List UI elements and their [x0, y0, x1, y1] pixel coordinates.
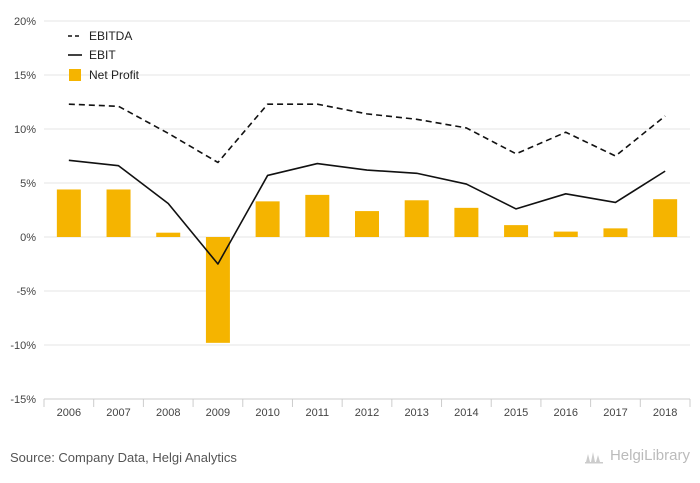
net-profit-bar — [106, 189, 131, 237]
net-profit-bar — [603, 228, 628, 237]
net-profit-bar — [404, 200, 429, 237]
y-tick-label: -10% — [10, 340, 36, 352]
x-tick-label: 2016 — [554, 407, 578, 419]
x-tick-label: 2009 — [206, 407, 230, 419]
library-icon — [584, 451, 603, 463]
y-tick-label: 5% — [20, 178, 36, 190]
gridlines — [44, 20, 690, 400]
x-tick-label: 2015 — [504, 407, 528, 419]
x-tick-label: 2018 — [653, 407, 677, 419]
brand-logo: HelgiLibrary — [584, 447, 690, 464]
net-profit-bars — [56, 189, 678, 343]
brand-name: HelgiLibrary — [609, 447, 690, 464]
legend-label: EBITDA — [89, 29, 132, 43]
series-lines — [68, 103, 666, 265]
x-axis: 2006 2007 2008 2009 2010 2011 2012 2013 2014 2015… — [43, 398, 691, 419]
y-tick-label: 0% — [20, 232, 36, 244]
x-tick-label: 2007 — [106, 407, 130, 419]
chart: 20%15%10%5%0%-5%-10%-15% 2006 2007 2008 200… — [10, 16, 691, 419]
y-tick-label: -15% — [10, 394, 36, 406]
legend: EBITDA EBIT Net Profit — [68, 29, 140, 82]
x-tick-label: 2006 — [57, 407, 81, 419]
source-note: Source: Company Data, Helgi Analytics — [10, 450, 237, 465]
ebitda-line — [68, 103, 666, 164]
net-profit-bar — [156, 232, 181, 237]
legend-label: EBIT — [89, 48, 116, 62]
ebit-line — [68, 159, 666, 265]
y-tick-label: 10% — [14, 124, 36, 136]
y-axis-ticks: 20% 15% 10% 5% 0% -5% -10% -15% — [10, 16, 36, 406]
net-profit-bar — [504, 225, 529, 237]
y-tick-label: -5% — [16, 286, 36, 298]
x-tick-label: 2010 — [255, 407, 279, 419]
y-tick-label: 20% — [14, 16, 36, 28]
x-tick-label: 2012 — [355, 407, 379, 419]
net-profit-bar — [653, 199, 678, 237]
net-profit-bar — [553, 231, 578, 237]
x-tick-label: 2008 — [156, 407, 180, 419]
legend-label: Net Profit — [89, 68, 140, 82]
net-profit-bar — [305, 194, 330, 237]
x-tick-label: 2011 — [305, 407, 329, 419]
x-tick-label: 2014 — [454, 407, 478, 419]
legend-swatch — [69, 69, 81, 81]
net-profit-bar — [454, 207, 479, 237]
net-profit-bar — [255, 201, 280, 237]
x-tick-label: 2017 — [603, 407, 627, 419]
x-tick-label: 2013 — [404, 407, 428, 419]
y-tick-label: 15% — [14, 70, 36, 82]
net-profit-bar — [56, 189, 81, 237]
net-profit-bar — [355, 211, 379, 237]
